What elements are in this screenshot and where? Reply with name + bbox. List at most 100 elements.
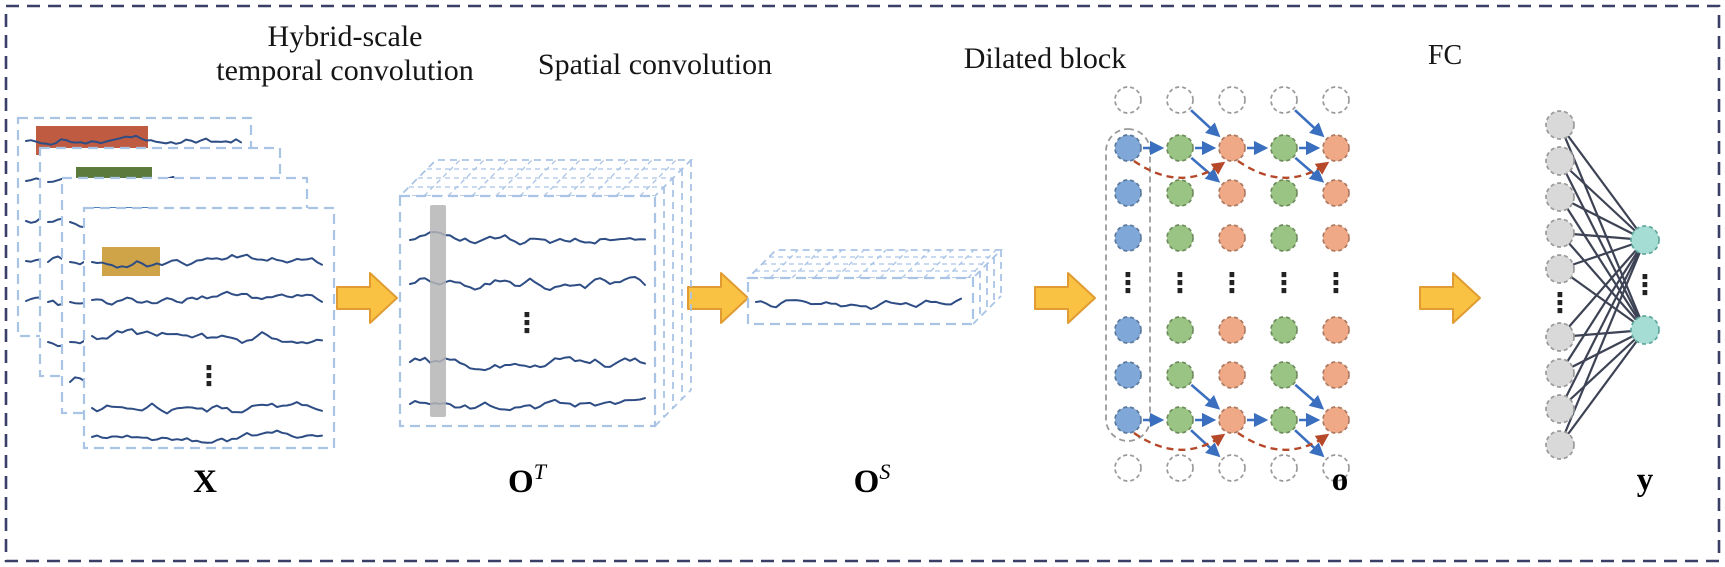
conv-node [1322,406,1350,434]
padding-node [1270,86,1298,114]
fc-connection [1559,329,1646,374]
fc-output-node [1630,315,1660,345]
ellipsis: ⋮ [514,308,541,339]
connection-arrow [1190,156,1221,183]
conv-node [1114,179,1142,207]
connection-arrow [1190,429,1221,458]
conv-node [1270,224,1298,252]
conv-node [1322,134,1350,162]
fc-input-node [1545,358,1575,388]
signal-wave [409,397,646,412]
conv-node [1166,361,1194,389]
ellipsis: ⋮ [1323,268,1350,299]
side-bottom-edge [654,389,692,427]
conv-node [1270,134,1298,162]
conv-node [1270,179,1298,207]
residual-connection [1237,432,1330,451]
connection-arrow [1294,156,1325,183]
input-stack: ⋮ [16,116,336,450]
conv-node [1114,134,1142,162]
conv-node [1218,316,1246,344]
signal-wave [25,134,242,146]
depth-line [923,249,953,279]
fc-connection [1559,329,1646,446]
residual-connection [1133,432,1226,451]
padding-node [1114,86,1142,114]
conv-node [1166,134,1194,162]
conv-node [1322,316,1350,344]
fc-connection [1559,196,1646,241]
depth-line [813,249,843,279]
flow-arrow-icon [1034,272,1096,324]
fc-input-node [1545,218,1575,248]
fc-connection [1559,160,1646,331]
fc-layer: ⋮⋮ [1545,110,1660,460]
temporal-kernel-smallest [102,247,160,276]
depth-line [967,249,997,279]
signal-wave [91,290,323,306]
signal-wave [755,297,962,310]
depth-line [879,249,909,279]
padding-node [1322,86,1350,114]
spatial-kernel-bar [430,205,446,417]
fc-input-node [1545,146,1575,176]
fc-connection [1559,232,1646,331]
fc-connection [1559,238,1646,271]
conv-node [1114,316,1142,344]
connection-arrow [1294,109,1325,138]
fc-input-node [1545,182,1575,212]
conv-node [1166,406,1194,434]
flow-arrow-icon [687,272,749,324]
signal-wave [91,401,323,415]
conv-node [1322,361,1350,389]
fc-connection [1559,239,1646,338]
connection-arrow [1294,383,1325,410]
depth-line [835,249,865,279]
signal-wave [91,429,323,444]
title-dilated-block: Dilated block [964,42,1126,75]
fc-connection [1559,196,1646,331]
ellipsis: ⋮ [1115,268,1142,299]
conv-node [1114,224,1142,252]
depth-line [857,249,887,279]
signal-wave [409,276,646,291]
conv-node [1270,316,1298,344]
depth-line [769,249,799,279]
conv-node [1218,361,1246,389]
residual-connection [1133,160,1226,179]
fc-connection [1559,160,1646,241]
label-os: OS [854,459,891,500]
conv-node [1218,179,1246,207]
conv-node [1218,224,1246,252]
conv-node [1114,361,1142,389]
fc-connection [1559,268,1646,331]
fc-connection [1559,239,1646,410]
conv-node [1218,134,1246,162]
conv-node [1166,179,1194,207]
depth-line [901,249,931,279]
connection-arrow [1294,429,1325,458]
ellipsis: ⋮ [1632,270,1659,301]
residual-connection [1237,160,1330,179]
fc-input-node [1545,322,1575,352]
conv-node [1270,361,1298,389]
padding-node [1218,454,1246,482]
ellipsis: ⋮ [1271,268,1298,299]
conv-node [1166,224,1194,252]
side-bottom-edge [972,295,1002,325]
input-sheet [82,206,336,450]
connection-arrow [1190,109,1221,138]
ellipsis: ⋮ [1167,268,1194,299]
padding-node [1166,454,1194,482]
title-fc: FC [1428,40,1462,71]
block-front-face [746,276,975,326]
conv-node [1114,406,1142,434]
padding-node [1218,86,1246,114]
fc-input-node [1545,430,1575,460]
label-x: X [193,464,217,500]
temporal-output-signals: ⋮ [409,205,646,417]
padding-node [1166,86,1194,114]
padding-node [1322,454,1350,482]
signal-wave [91,328,323,345]
